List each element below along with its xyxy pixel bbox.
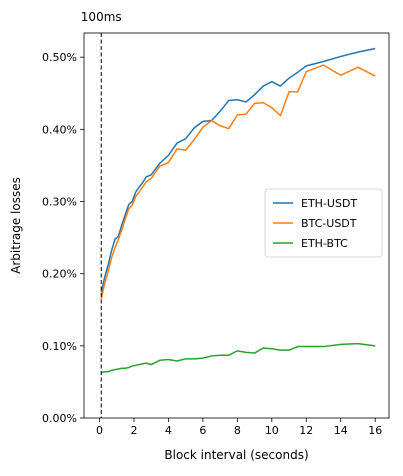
x-tick-label: 0 [96,424,103,437]
legend-label: ETH-BTC [301,237,348,250]
y-tick-label: 0.30% [42,196,77,209]
y-axis-label: Arbitrage losses [9,177,23,274]
y-tick-label: 0.20% [42,268,77,281]
x-tick-label: 6 [199,424,206,437]
y-axis: 0.00% 0.10% 0.20% 0.30% 0.40% 0.50% [42,51,84,425]
x-tick-label: 12 [299,424,313,437]
plot-frame [83,32,390,419]
x-tick-label: 14 [334,424,348,437]
legend-label: ETH-USDT [301,197,357,210]
series-line-eth-btc [101,342,376,374]
series-line-btc-usdt [100,64,376,300]
vline-label: 100ms [81,10,122,24]
x-tick-label: 4 [165,424,172,437]
y-tick-label: 0.10% [42,340,77,353]
legend-label: BTC-USDT [301,217,357,230]
legend: ETH-USDT BTC-USDT ETH-BTC [264,188,383,258]
x-axis: 0 2 4 6 8 10 12 14 16 [96,418,382,437]
y-tick-label: 0.00% [42,412,77,425]
x-tick-label: 2 [130,424,137,437]
x-tick-label: 16 [368,424,382,437]
x-axis-label: Block interval (seconds) [164,448,308,462]
x-tick-label: 8 [234,424,241,437]
legend-box [264,188,383,258]
y-tick-label: 0.50% [42,51,77,64]
x-tick-label: 10 [265,424,279,437]
series-line-eth-usdt [100,47,376,293]
series-layer [100,47,376,374]
y-tick-label: 0.40% [42,123,77,136]
